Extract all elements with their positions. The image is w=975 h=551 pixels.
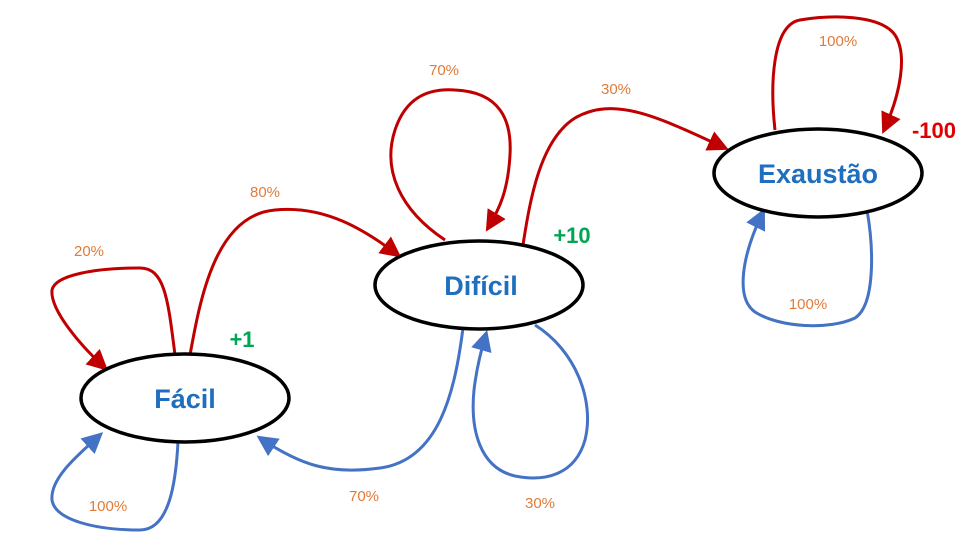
prob-red-facil-self: 20%: [74, 243, 104, 260]
red-arrow-dificil-self: [389, 88, 512, 242]
reward-dificil: +10: [553, 223, 590, 248]
prob-blue-dificil-to-facil: 70%: [349, 488, 379, 505]
reward-facil: +1: [229, 327, 254, 352]
state-facil-label: Fácil: [154, 384, 216, 414]
prob-red-dificil-self: 70%: [429, 62, 459, 79]
prob-blue-exaustao-self: 100%: [789, 296, 827, 313]
blue-arrow-dificil-to-facil: [256, 327, 465, 472]
prob-red-exaustao-self: 100%: [819, 33, 857, 50]
prob-red-facil-to-dificil: 80%: [250, 184, 280, 201]
state-dificil-label: Difícil: [444, 271, 518, 301]
state-exaustao-node: [712, 127, 924, 219]
red-arrow-exaustao-self: [771, 15, 903, 134]
prob-blue-dificil-self: 30%: [525, 495, 555, 512]
prob-red-dificil-to-exaustao: 30%: [601, 81, 631, 98]
state-exaustao-label: Exaustão: [758, 159, 878, 189]
red-arrow-facil-self: [50, 266, 177, 371]
state-facil-node: [79, 352, 291, 444]
blue-arrow-dificil-self: [471, 323, 590, 480]
red-arrow-dificil-to-exaustao: [521, 107, 729, 246]
blue-arrow-facil-self: [50, 432, 180, 532]
blue-arrow-exaustao-self: [741, 208, 874, 328]
prob-blue-facil-self: 100%: [89, 498, 127, 515]
state-dificil-node: [373, 239, 585, 331]
reward-exaustao: -100: [912, 118, 956, 143]
red-arrow-facil-to-dificil: [188, 207, 402, 356]
